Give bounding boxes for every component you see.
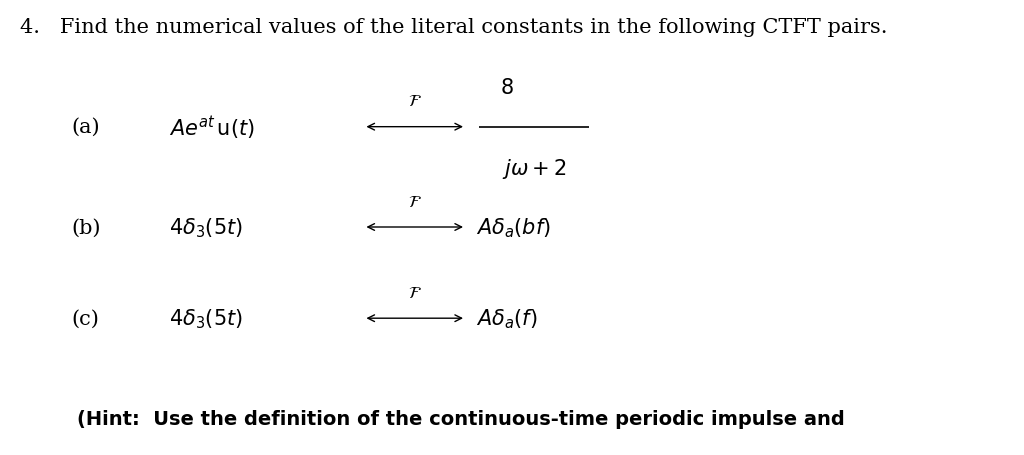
Text: $Ae^{at}\,\mathrm{u}(t)$: $Ae^{at}\,\mathrm{u}(t)$ (169, 113, 255, 142)
Text: (c): (c) (72, 309, 99, 328)
Text: $A\delta_a(bf)$: $A\delta_a(bf)$ (476, 216, 551, 239)
Text: $\mathcal{F}$: $\mathcal{F}$ (408, 93, 422, 110)
Text: 4.   Find the numerical values of the literal constants in the following CTFT pa: 4. Find the numerical values of the lite… (20, 18, 888, 37)
Text: $\mathcal{F}$: $\mathcal{F}$ (408, 284, 422, 301)
Text: (Hint:  Use the definition of the continuous-time periodic impulse and: (Hint: Use the definition of the continu… (77, 410, 845, 429)
Text: $j\omega+2$: $j\omega+2$ (502, 157, 566, 181)
Text: $4\delta_3(5t)$: $4\delta_3(5t)$ (169, 307, 243, 330)
Text: $\mathcal{F}$: $\mathcal{F}$ (408, 193, 422, 210)
Text: $4\delta_3(5t)$: $4\delta_3(5t)$ (169, 216, 243, 239)
Text: $8$: $8$ (500, 78, 514, 98)
Text: (b): (b) (72, 218, 101, 237)
Text: (a): (a) (72, 118, 100, 137)
Text: $A\delta_a(f)$: $A\delta_a(f)$ (476, 307, 538, 330)
